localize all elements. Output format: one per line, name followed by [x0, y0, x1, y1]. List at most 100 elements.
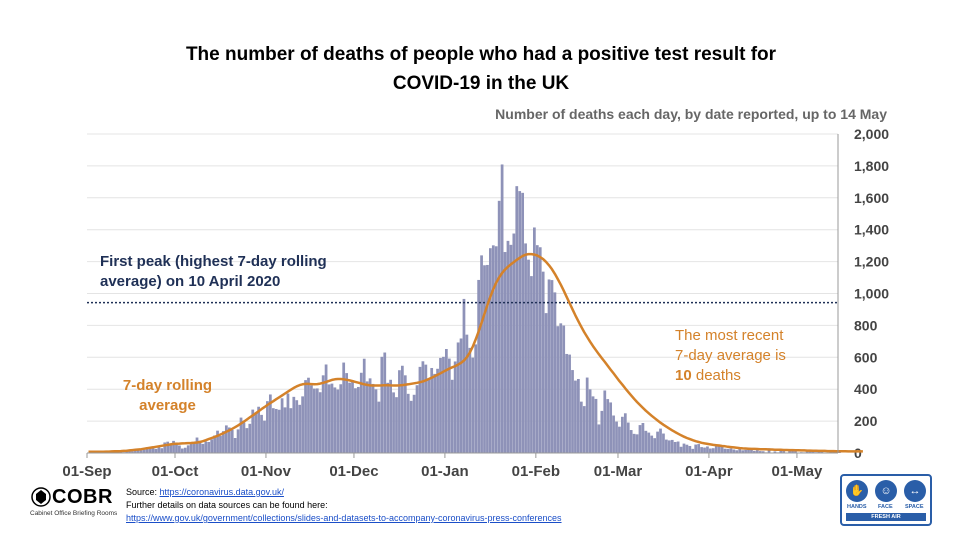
- bar: [415, 385, 419, 453]
- bar: [356, 386, 360, 453]
- space-icon: ↔: [904, 480, 926, 502]
- bar: [486, 264, 489, 453]
- chart-title-line2: COVID-19 in the UK: [392, 73, 570, 94]
- bar: [626, 422, 630, 453]
- bar: [547, 279, 551, 453]
- bar: [233, 438, 237, 453]
- bar: [782, 451, 786, 453]
- bar: [577, 378, 580, 453]
- bar: [406, 393, 410, 453]
- bar: [125, 451, 128, 453]
- bar: [585, 377, 589, 453]
- bar: [535, 245, 539, 453]
- bar: [163, 442, 167, 453]
- bar: [644, 430, 648, 453]
- bar: [210, 439, 214, 453]
- bar: [289, 408, 293, 453]
- bar: [758, 451, 762, 453]
- bar: [418, 366, 422, 453]
- bar: [494, 246, 498, 453]
- rolling-average-label: 7-day rolling average: [122, 377, 213, 414]
- bar: [403, 375, 407, 453]
- bar: [157, 447, 161, 453]
- bar: [805, 450, 809, 453]
- bar: [676, 441, 680, 453]
- bar: [612, 415, 615, 453]
- bar: [829, 451, 833, 453]
- chart-subtitle: Number of deaths each day, by date repor…: [495, 106, 887, 122]
- bar: [603, 390, 607, 453]
- bar: [365, 381, 369, 453]
- bar: [324, 364, 328, 453]
- bar: [597, 424, 601, 453]
- crest-icon: [31, 487, 51, 507]
- bar: [172, 440, 175, 453]
- recent-prefix: The most recent 7-day average is: [675, 327, 786, 364]
- source-link[interactable]: https://coronavirus.data.gov.uk/: [159, 487, 284, 497]
- space-label: SPACE: [905, 504, 924, 510]
- bar: [327, 384, 331, 453]
- bar: [571, 370, 574, 453]
- bar: [274, 408, 278, 453]
- further-details-text: Further details on data sources can be f…: [126, 500, 328, 510]
- bar: [304, 380, 307, 453]
- y-tick-label: 2,000: [854, 126, 889, 142]
- bar: [453, 361, 457, 453]
- bar: [298, 404, 302, 453]
- bar: [477, 279, 481, 453]
- bar: [292, 396, 296, 453]
- bar: [491, 245, 495, 453]
- bar: [483, 265, 486, 453]
- bar: [169, 443, 172, 453]
- bar: [462, 298, 466, 453]
- bar: [257, 406, 260, 453]
- bar: [271, 408, 275, 453]
- bar: [703, 447, 706, 453]
- bar: [251, 409, 255, 453]
- face-label: FACE: [878, 504, 893, 510]
- bar: [359, 372, 363, 453]
- face-icon: ☺: [875, 480, 897, 502]
- bar: [362, 358, 366, 453]
- bar: [600, 410, 604, 453]
- bar: [295, 400, 299, 453]
- bar: [541, 271, 545, 453]
- bar: [216, 430, 219, 453]
- bar: [224, 425, 228, 453]
- y-tick-label: 1,000: [854, 286, 889, 302]
- source-block: Source: https://coronavirus.data.gov.uk/…: [126, 486, 562, 525]
- bar: [794, 451, 797, 453]
- bar: [679, 446, 683, 453]
- bar: [154, 448, 158, 453]
- bar: [615, 421, 618, 453]
- x-tick-label: 01-Apr: [685, 463, 733, 480]
- bar: [738, 449, 742, 453]
- chart-title: The number of deaths of people who had a…: [0, 40, 962, 98]
- bar: [744, 449, 747, 453]
- bar: [336, 389, 340, 453]
- bar: [568, 354, 571, 453]
- cobr-logo-text: COBR: [52, 486, 113, 508]
- bar: [245, 428, 249, 453]
- bar: [421, 361, 425, 453]
- x-tick-label: 01-Nov: [241, 463, 292, 480]
- bar: [474, 344, 478, 453]
- further-details-link[interactable]: https://www.gov.uk/government/collection…: [126, 513, 562, 523]
- bar: [621, 416, 624, 453]
- bar: [500, 164, 504, 454]
- bar: [315, 388, 319, 453]
- bar: [618, 426, 621, 453]
- x-tick-label: 01-May: [772, 463, 824, 480]
- x-tick-label: 01-Dec: [329, 463, 378, 480]
- bar: [198, 440, 202, 453]
- bar: [433, 373, 436, 453]
- bar: [444, 349, 448, 453]
- bar: [260, 414, 263, 453]
- bar: [333, 387, 337, 453]
- bar: [386, 382, 390, 453]
- bar: [694, 444, 698, 453]
- bar: [371, 383, 375, 453]
- bar: [506, 240, 510, 453]
- bar: [131, 451, 134, 453]
- bar: [735, 450, 739, 453]
